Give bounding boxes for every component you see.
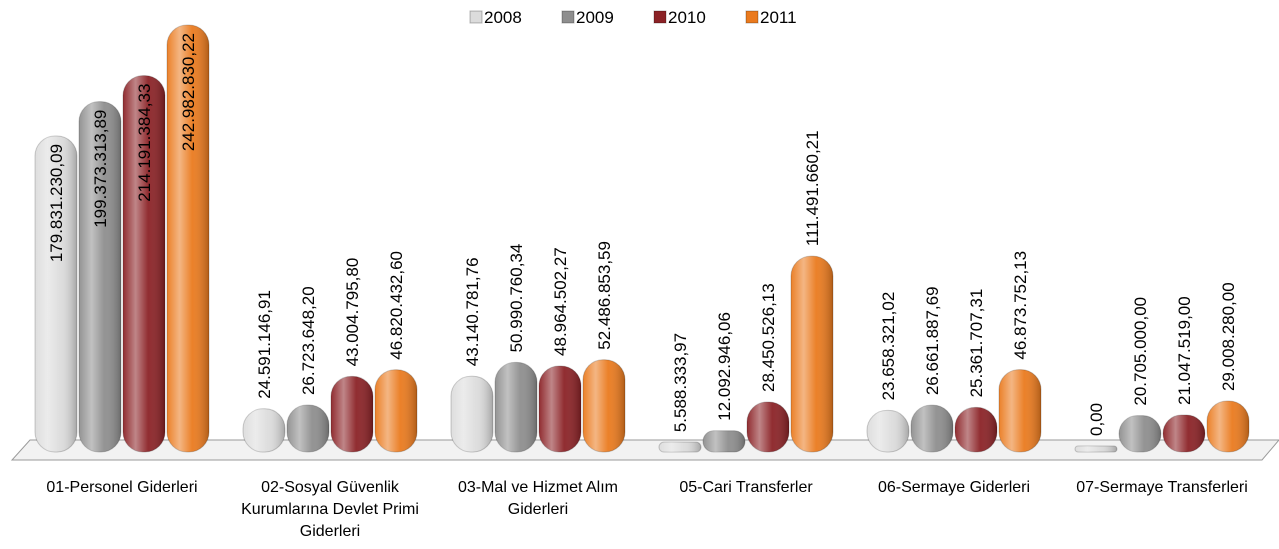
- data-label: 21.047.519,00: [1175, 296, 1194, 405]
- data-label: 43.140.781,76: [463, 257, 482, 366]
- bar-shine: [1119, 415, 1161, 452]
- bar-shine: [955, 407, 997, 452]
- bar-shine: [703, 430, 745, 452]
- data-label: 43.004.795,80: [343, 258, 362, 367]
- bar-shine: [911, 405, 953, 452]
- data-label: 46.820.432,60: [387, 251, 406, 360]
- category-label: 07-Sermaye Transferleri: [1076, 479, 1248, 496]
- bar-shine: [999, 369, 1041, 452]
- category-label: 06-Sermaye Giderleri: [877, 479, 1031, 496]
- data-label: 46.873.752,13: [1011, 251, 1030, 360]
- data-label: 29.008.280,00: [1219, 282, 1238, 391]
- category-label: 02-Sosyal Güvenlik Kurumlarına Devlet Pr…: [241, 479, 419, 540]
- bar-shine: [79, 101, 121, 452]
- data-label: 12.092.946,06: [715, 312, 734, 421]
- data-label: 26.723.648,20: [299, 286, 318, 395]
- bar-shine: [35, 135, 77, 452]
- bar-shine: [539, 365, 581, 452]
- data-label: 111.491.660,21: [803, 130, 822, 246]
- category-label: 01-Personel Giderleri: [46, 479, 198, 496]
- data-label: 5.588.333,97: [671, 333, 690, 432]
- category-label: 05-Cari Transferler: [679, 479, 813, 496]
- legend-swatch: [469, 10, 483, 24]
- bar-shine: [375, 369, 417, 452]
- bar-shine: [243, 408, 285, 452]
- category-label: 03-Mal ve Hizmet Alım Giderleri: [457, 479, 619, 518]
- bar-shine: [451, 376, 493, 452]
- data-label: 26.661.887,69: [923, 286, 942, 395]
- data-label: 0,00: [1087, 403, 1106, 436]
- bar-shine: [1075, 446, 1117, 452]
- bar-shine: [331, 376, 373, 452]
- bar-shine: [123, 75, 165, 452]
- bar-shine: [583, 359, 625, 452]
- bar-shine: [167, 25, 209, 452]
- bar-shine: [495, 362, 537, 452]
- legend-label: 2010: [668, 8, 706, 27]
- bar-shine: [791, 256, 833, 452]
- data-label: 25.361.707,31: [967, 289, 986, 398]
- bar-shine: [1163, 415, 1205, 452]
- bar-shine: [287, 405, 329, 452]
- data-label: 179.831.230,09: [47, 144, 66, 262]
- data-label: 23.658.321,02: [879, 292, 898, 401]
- data-label: 48.964.502,27: [551, 247, 570, 356]
- legend: 2008 2009 2010 2011: [469, 8, 797, 27]
- bars: 179.831.230,09 199.373.313,89 214.191.384,…: [34, 24, 1250, 453]
- data-label: 214.191.384,33: [135, 84, 154, 202]
- legend-label: 2011: [760, 8, 797, 27]
- legend-swatch: [561, 10, 575, 24]
- data-label: 52.486.853,59: [595, 241, 614, 350]
- data-label: 28.450.526,13: [759, 283, 778, 392]
- legend-swatch: [745, 10, 759, 24]
- bar-shine: [1207, 401, 1249, 452]
- legend-swatch: [653, 10, 667, 24]
- data-label: 50.990.760,34: [507, 244, 526, 353]
- data-label: 199.373.313,89: [91, 110, 110, 228]
- data-label: 24.591.146,91: [255, 290, 274, 399]
- bar-shine: [747, 402, 789, 452]
- legend-label: 2008: [484, 8, 522, 27]
- data-label: 20.705.000,00: [1131, 297, 1150, 406]
- legend-label: 2009: [576, 8, 614, 27]
- bar-shine: [659, 442, 701, 452]
- bar-shine: [867, 410, 909, 452]
- data-label: 242.982.830,22: [179, 33, 198, 151]
